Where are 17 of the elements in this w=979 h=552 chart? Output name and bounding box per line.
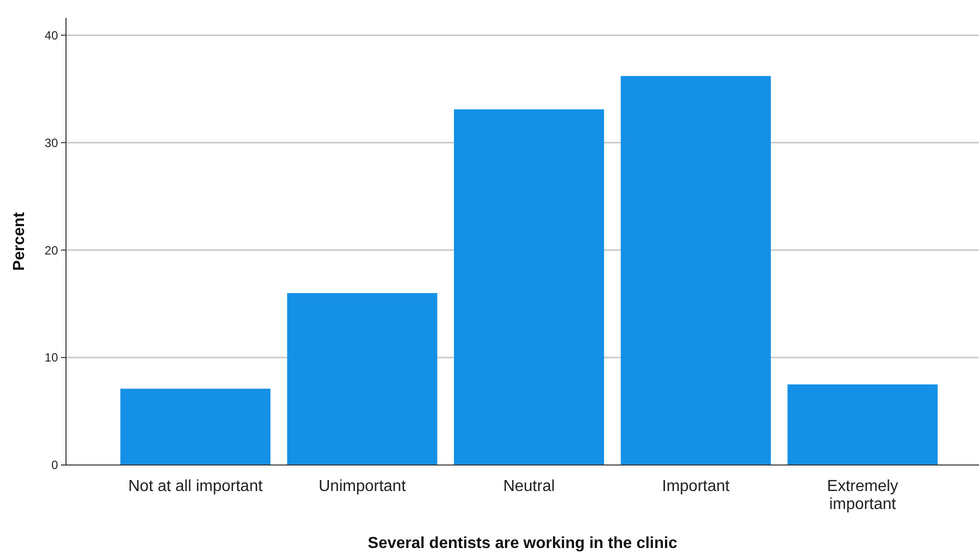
x-axis-title: Several dentists are working in the clinic bbox=[368, 535, 678, 552]
bar bbox=[454, 109, 604, 465]
y-tick-label: 10 bbox=[44, 350, 58, 365]
y-axis-title: Percent bbox=[11, 211, 28, 271]
x-tick-label: Important bbox=[662, 478, 730, 495]
x-tick-label: Not at all important bbox=[128, 478, 264, 495]
x-tick-label: Unimportant bbox=[318, 478, 406, 495]
y-tick-label: 20 bbox=[44, 243, 58, 258]
x-tick-label: Extremely important bbox=[827, 478, 898, 513]
bar bbox=[120, 388, 270, 465]
y-tick-label: 0 bbox=[51, 458, 58, 472]
bar bbox=[287, 293, 438, 465]
y-tick-label: 40 bbox=[44, 28, 58, 42]
bar bbox=[620, 76, 771, 465]
y-tick-label: 30 bbox=[44, 136, 58, 150]
bar bbox=[788, 384, 938, 465]
x-tick-label: Neutral bbox=[503, 478, 555, 495]
